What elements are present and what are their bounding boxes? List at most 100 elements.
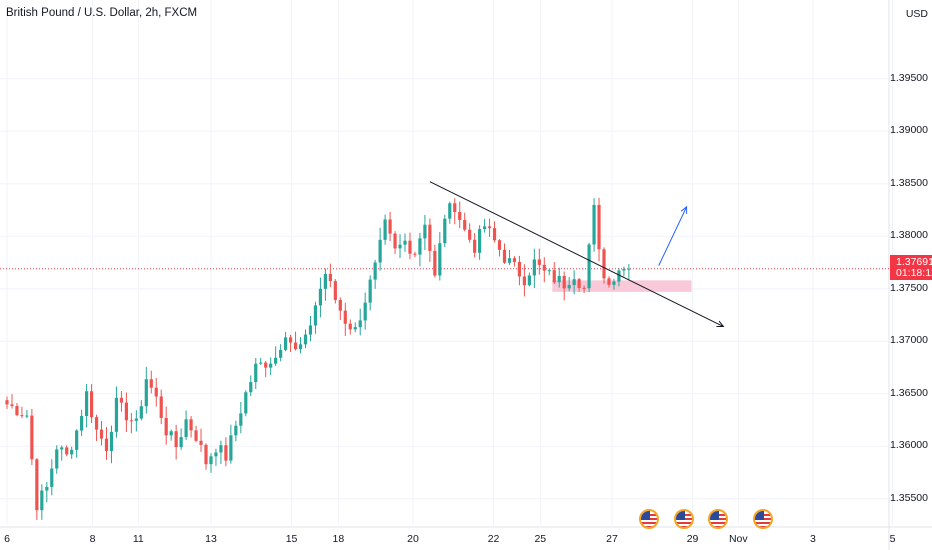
candle-body xyxy=(70,449,74,455)
candle-body xyxy=(542,264,546,271)
candle-body xyxy=(219,445,223,453)
time-tick-label: 29 xyxy=(686,533,699,545)
time-tick-label: 25 xyxy=(534,533,547,545)
candle-body xyxy=(239,413,243,426)
candle-body xyxy=(144,379,148,407)
us-flag-icon[interactable] xyxy=(753,509,774,529)
candle-body xyxy=(244,392,248,414)
time-tick-label: 27 xyxy=(606,533,618,545)
candle-body xyxy=(463,219,467,230)
time-tick-label: 5 xyxy=(889,533,896,545)
candle-body xyxy=(597,204,601,250)
candle-body xyxy=(348,323,352,330)
candle-body xyxy=(627,268,631,270)
candle-body xyxy=(517,261,522,277)
us-flag-icon[interactable] xyxy=(673,509,694,529)
candle-body xyxy=(15,405,19,416)
candle-body xyxy=(353,327,357,330)
candle-body xyxy=(30,415,34,460)
candle-body xyxy=(453,203,457,212)
candle-body xyxy=(398,244,402,249)
price-tick-label: 1.37500 xyxy=(890,281,928,294)
candle-body xyxy=(617,270,621,282)
price-tick-label: 1.38500 xyxy=(890,176,928,189)
current-price-value: 1.37691 xyxy=(896,256,932,268)
candle-body xyxy=(194,430,198,441)
candle-body xyxy=(358,320,362,328)
candle-body xyxy=(378,239,382,263)
candle-body xyxy=(423,224,427,239)
candle-body xyxy=(259,362,263,364)
candle-body xyxy=(60,447,64,450)
trendline-arrowhead xyxy=(716,320,725,328)
flag-stripe xyxy=(640,522,657,524)
candle-body xyxy=(567,285,571,289)
candle-body xyxy=(383,219,387,240)
candle-body xyxy=(40,490,44,511)
candle-body xyxy=(50,468,54,487)
candle-body xyxy=(368,279,372,303)
price-tick-label: 1.35500 xyxy=(890,491,928,504)
candle-body xyxy=(224,445,228,461)
candle-body xyxy=(169,431,173,436)
candle-body xyxy=(5,400,9,405)
candle-body xyxy=(323,273,327,289)
candle-body xyxy=(119,397,124,403)
candle-body xyxy=(318,288,323,306)
candle-body xyxy=(502,249,507,263)
candle-body xyxy=(413,253,417,255)
candle-body xyxy=(139,406,143,419)
candle-body xyxy=(269,363,273,368)
candle-body xyxy=(209,456,213,465)
candle-body xyxy=(234,425,238,436)
time-tick-label: 15 xyxy=(285,533,298,545)
candle-body xyxy=(448,203,452,219)
candle-body xyxy=(174,431,178,448)
candle-body xyxy=(99,429,104,439)
price-tick-label: 1.39000 xyxy=(890,124,928,137)
time-tick-label: Nov xyxy=(728,533,748,545)
candle-body xyxy=(89,391,94,418)
candle-body xyxy=(284,337,288,350)
candle-body xyxy=(124,402,128,421)
time-tick-label: 11 xyxy=(132,533,144,545)
time-tick-label: 3 xyxy=(810,533,816,545)
candle-body xyxy=(264,362,268,368)
candle-body xyxy=(547,270,551,272)
candle-body xyxy=(154,387,158,397)
candle-body xyxy=(428,224,432,251)
currency-label[interactable]: USD xyxy=(905,8,928,20)
candle-body xyxy=(532,259,536,276)
us-flag-icon[interactable] xyxy=(708,509,729,529)
candle-body xyxy=(582,287,586,289)
candle-body xyxy=(104,438,109,452)
flag-stripe xyxy=(755,526,772,527)
flag-stripe xyxy=(640,526,657,527)
candle-body xyxy=(473,239,477,253)
candle-body xyxy=(343,310,347,324)
candle-body xyxy=(333,281,337,300)
time-tick-label: 22 xyxy=(487,533,500,545)
candle-body xyxy=(497,240,502,250)
bar-countdown: 01:18:12 xyxy=(896,267,932,279)
candle-body xyxy=(159,396,163,418)
candle-body xyxy=(483,226,487,230)
us-flag-icon[interactable] xyxy=(638,509,659,529)
price-tick-label: 1.37000 xyxy=(890,334,928,347)
candle-body xyxy=(458,211,462,220)
candle-body xyxy=(129,420,133,422)
flag-stripe xyxy=(710,522,727,524)
candle-body xyxy=(274,357,278,364)
flag-canton xyxy=(675,511,685,520)
candle-body xyxy=(313,305,318,326)
candle-body xyxy=(85,391,89,417)
flag-stripe xyxy=(675,522,692,524)
candle-body xyxy=(214,452,218,457)
candle-body xyxy=(552,270,556,283)
candle-body xyxy=(537,259,541,265)
time-tick-label: 20 xyxy=(407,533,419,545)
candle-body xyxy=(80,416,84,431)
candle-body xyxy=(328,273,332,282)
